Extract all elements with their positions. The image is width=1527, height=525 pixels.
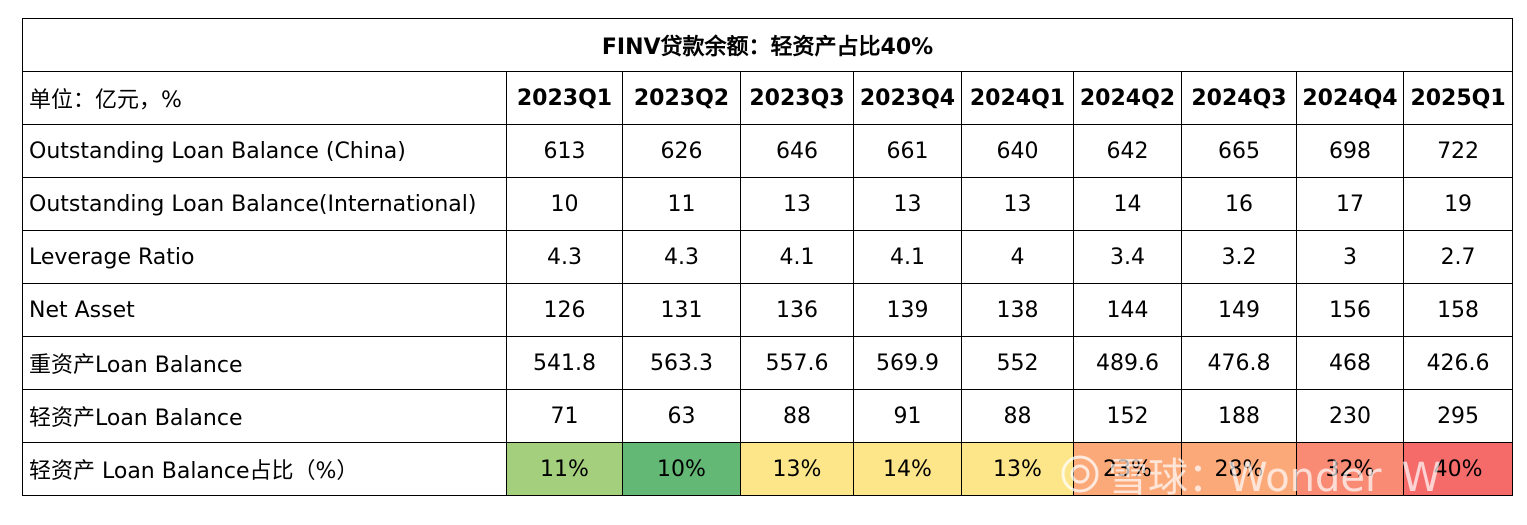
table-cell: 541.8 — [506, 336, 623, 390]
title-row: FINV贷款余额：轻资产占比40% — [21, 18, 1514, 72]
quarter-header-2025q1: 2025Q1 — [1402, 71, 1514, 125]
table-cell: 4.1 — [740, 230, 854, 284]
table-cell: 4 — [961, 230, 1074, 284]
table-row: Outstanding Loan Balance (China) 613 626 64… — [22, 124, 1514, 178]
table-cell: 144 — [1073, 283, 1182, 337]
table-cell: 138 — [961, 283, 1074, 337]
table-cell: 640 — [961, 124, 1074, 178]
table-cell: 28% — [1181, 442, 1297, 496]
unit-label: 单位：亿元，% — [22, 71, 507, 125]
table-cell: 13 — [853, 177, 962, 231]
row-label: Leverage Ratio — [22, 230, 507, 284]
table-cell: 17 — [1296, 177, 1404, 231]
table-cell: 16 — [1181, 177, 1297, 231]
table-cell: 40% — [1402, 442, 1514, 496]
table-cell: 10% — [622, 442, 741, 496]
row-label: Outstanding Loan Balance(International) — [22, 177, 507, 231]
table-row: Leverage Ratio 4.3 4.3 4.1 4.1 4 3.4 3.2 3 2.7 — [22, 230, 1514, 284]
table-cell: 661 — [853, 124, 962, 178]
table-cell: 642 — [1073, 124, 1182, 178]
table-cell: 426.6 — [1402, 336, 1514, 390]
table-cell: 552 — [961, 336, 1074, 390]
table-cell: 10 — [506, 177, 623, 231]
table-row: 轻资产Loan Balance 71 63 88 91 88 152 188 230 295 — [22, 389, 1514, 443]
table-cell: 613 — [506, 124, 623, 178]
table-cell: 23% — [1073, 442, 1182, 496]
table-cell: 32% — [1296, 442, 1404, 496]
table-cell: 158 — [1402, 283, 1514, 337]
table-cell: 126 — [506, 283, 623, 337]
quarter-header-2024q2: 2024Q2 — [1073, 71, 1182, 125]
table-cell: 131 — [622, 283, 741, 337]
row-label: 轻资产 Loan Balance占比（%） — [22, 442, 507, 496]
header-row: 单位：亿元，% 2023Q1 2023Q2 2023Q3 2023Q4 2024Q1 20… — [22, 71, 1514, 125]
row-label: Outstanding Loan Balance (China) — [22, 124, 507, 178]
quarter-header-2024q1: 2024Q1 — [961, 71, 1074, 125]
table-cell: 4.3 — [506, 230, 623, 284]
table-cell: 149 — [1181, 283, 1297, 337]
table-cell: 3.4 — [1073, 230, 1182, 284]
table-cell: 489.6 — [1073, 336, 1182, 390]
table-cell: 88 — [961, 389, 1074, 443]
table-cell: 136 — [740, 283, 854, 337]
table-row: Outstanding Loan Balance(International) 1… — [22, 177, 1514, 231]
table-cell: 295 — [1402, 389, 1514, 443]
quarter-header-2023q3: 2023Q3 — [740, 71, 854, 125]
quarter-header-2024q4: 2024Q4 — [1296, 71, 1404, 125]
table-cell: 11% — [506, 442, 623, 496]
table-cell: 4.1 — [853, 230, 962, 284]
loan-balance-table: FINV贷款余额：轻资产占比40% 单位：亿元，% 2023Q1 2023Q2 20… — [21, 18, 1514, 496]
table-cell: 188 — [1181, 389, 1297, 443]
quarter-header-2023q1: 2023Q1 — [506, 71, 623, 125]
table-cell: 476.8 — [1181, 336, 1297, 390]
table-cell: 646 — [740, 124, 854, 178]
row-label: 重资产Loan Balance — [22, 336, 507, 390]
table-cell: 3.2 — [1181, 230, 1297, 284]
table-cell: 88 — [740, 389, 854, 443]
table-row: 轻资产 Loan Balance占比（%） 11% 10% 13% 14% 13% 23% 2… — [22, 442, 1514, 496]
table-cell: 156 — [1296, 283, 1404, 337]
table-cell: 63 — [622, 389, 741, 443]
table-row: 重资产Loan Balance 541.8 563.3 557.6 569.9 552 48… — [22, 336, 1514, 390]
row-label: 轻资产Loan Balance — [22, 389, 507, 443]
row-label: Net Asset — [22, 283, 507, 337]
table-cell: 13 — [740, 177, 854, 231]
loan-balance-table-container: FINV贷款余额：轻资产占比40% 单位：亿元，% 2023Q1 2023Q2 20… — [21, 18, 1514, 496]
table-cell: 91 — [853, 389, 962, 443]
table-cell: 230 — [1296, 389, 1404, 443]
quarter-header-2024q3: 2024Q3 — [1181, 71, 1297, 125]
table-cell: 152 — [1073, 389, 1182, 443]
table-cell: 698 — [1296, 124, 1404, 178]
table-cell: 14 — [1073, 177, 1182, 231]
table-cell: 722 — [1402, 124, 1514, 178]
table-cell: 13% — [961, 442, 1074, 496]
table-cell: 71 — [506, 389, 623, 443]
table-cell: 19 — [1402, 177, 1514, 231]
table-cell: 665 — [1181, 124, 1297, 178]
table-cell: 4.3 — [622, 230, 741, 284]
table-cell: 13 — [961, 177, 1074, 231]
table-cell: 468 — [1296, 336, 1404, 390]
table-cell: 557.6 — [740, 336, 854, 390]
table-cell: 3 — [1296, 230, 1404, 284]
quarter-header-2023q2: 2023Q2 — [622, 71, 741, 125]
table-cell: 569.9 — [853, 336, 962, 390]
table-cell: 2.7 — [1402, 230, 1514, 284]
table-cell: 563.3 — [622, 336, 741, 390]
table-row: Net Asset 126 131 136 139 138 144 149 156 158 — [22, 283, 1514, 337]
table-cell: 626 — [622, 124, 741, 178]
table-cell: 139 — [853, 283, 962, 337]
quarter-header-2023q4: 2023Q4 — [853, 71, 962, 125]
table-title: FINV贷款余额：轻资产占比40% — [21, 18, 1514, 72]
table-cell: 11 — [622, 177, 741, 231]
table-cell: 14% — [853, 442, 962, 496]
table-cell: 13% — [740, 442, 854, 496]
